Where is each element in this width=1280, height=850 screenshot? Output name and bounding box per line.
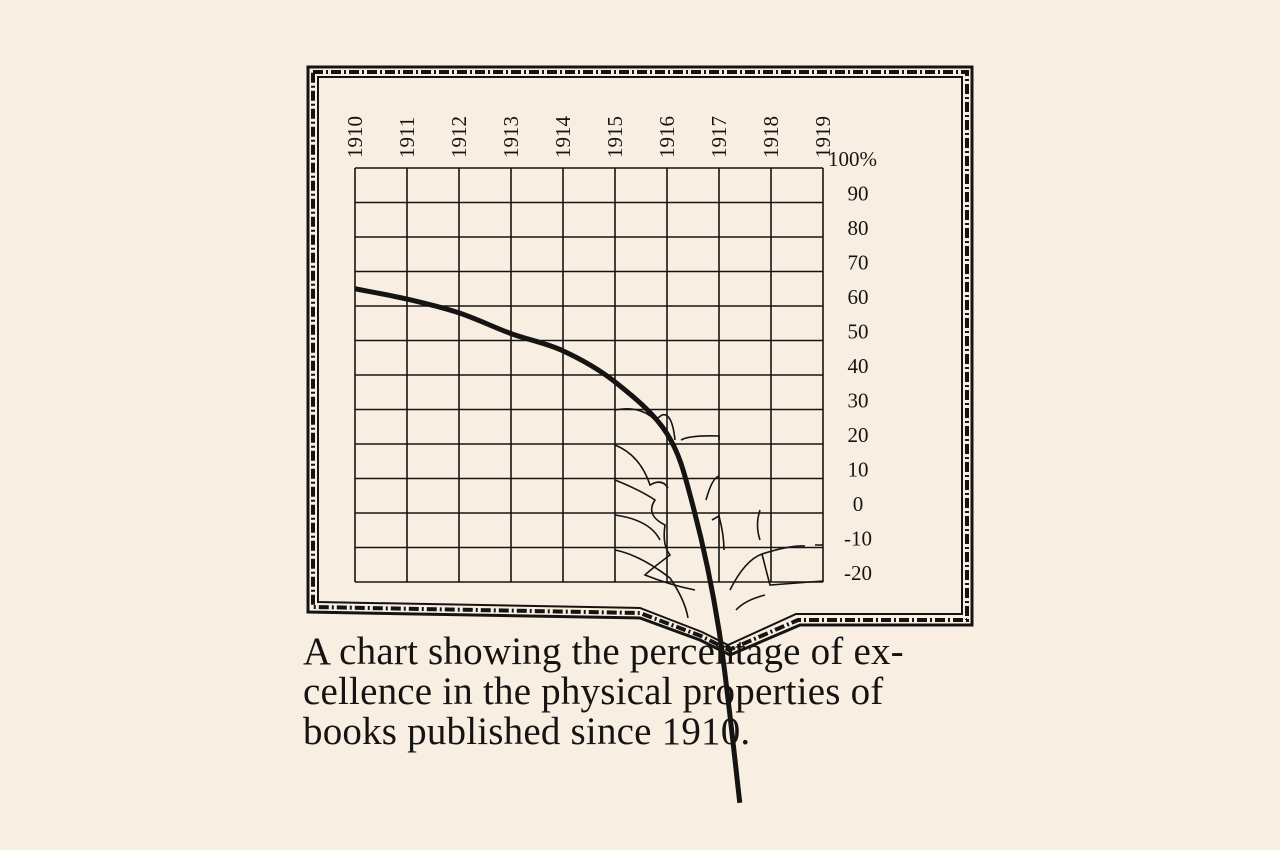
crack xyxy=(735,594,766,611)
frame-outer xyxy=(306,65,974,657)
x-tick-label: 1913 xyxy=(499,116,523,158)
y-tick-label: 20 xyxy=(848,423,869,447)
y-tick-label: -10 xyxy=(844,527,872,551)
x-tick-label: 1910 xyxy=(343,116,367,158)
series xyxy=(354,286,743,804)
crack xyxy=(756,509,761,541)
y-tick-label: 80 xyxy=(848,216,869,240)
crack xyxy=(614,479,696,591)
crack xyxy=(711,514,725,551)
y-tick-label: 0 xyxy=(853,492,864,516)
caption-line: A chart showing the percentage of ex- xyxy=(303,630,904,673)
y-tick-label: -20 xyxy=(844,561,872,585)
crack xyxy=(614,549,689,619)
y-tick-label: 50 xyxy=(848,320,869,344)
y-tick-label: 30 xyxy=(848,389,869,413)
x-tick-label: 1916 xyxy=(655,116,679,158)
y-tick-label: 100% xyxy=(828,147,877,171)
x-tick-label: 1914 xyxy=(551,116,575,159)
crack-lines xyxy=(614,407,824,619)
frame-inner xyxy=(317,76,963,647)
y-tick-labels: 100% 90 80 70 60 50 40 30 20 10 0 -10 -20 xyxy=(828,147,877,585)
crack xyxy=(680,435,720,441)
caption-line: cellence in the physical properties of xyxy=(303,670,884,713)
decorative-frame xyxy=(306,65,974,657)
crack xyxy=(614,407,676,441)
x-tick-label: 1915 xyxy=(603,116,627,158)
x-tick-label: 1918 xyxy=(759,116,783,158)
caption: A chart showing the percentage of ex- ce… xyxy=(303,632,904,752)
crack xyxy=(614,514,661,541)
x-tick-label: 1919 xyxy=(811,116,835,158)
y-tick-label: 70 xyxy=(848,251,869,275)
x-tick-label: 1917 xyxy=(707,116,731,158)
caption-line: books published since 1910. xyxy=(303,710,751,753)
y-tick-label: 40 xyxy=(848,354,869,378)
y-tick-label: 90 xyxy=(848,182,869,206)
y-tick-label: 60 xyxy=(848,285,869,309)
x-tick-label: 1911 xyxy=(395,117,419,158)
grid xyxy=(354,167,824,583)
crack xyxy=(705,475,720,501)
frame-ornament xyxy=(311,70,969,653)
crack xyxy=(761,553,824,586)
x-tick-label: 1912 xyxy=(447,116,471,158)
x-tick-labels: 1910 1911 1912 1913 1914 1915 1916 1917 1918 1919 xyxy=(343,116,835,159)
crack xyxy=(729,544,823,591)
y-tick-label: 10 xyxy=(848,458,869,482)
crack xyxy=(614,444,669,489)
